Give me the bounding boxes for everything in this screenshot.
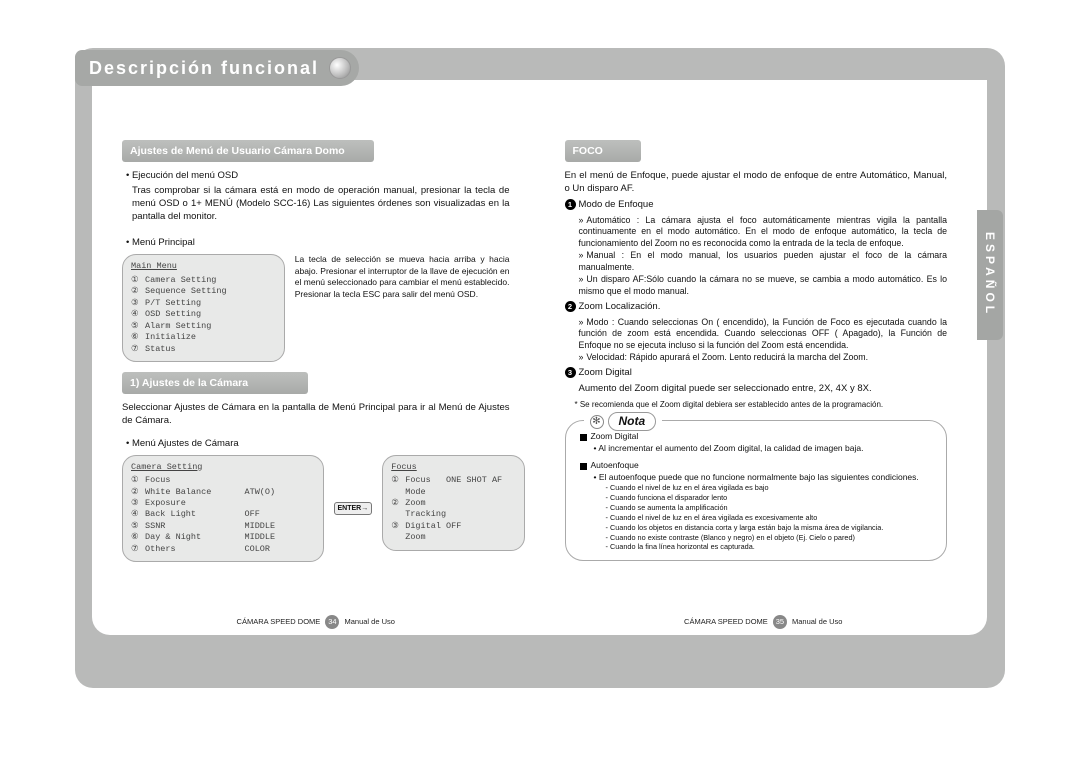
- osd-main-item: ④OSD Setting: [131, 309, 276, 320]
- p1-item: Manual : En el modo manual, los usuarios…: [579, 250, 948, 274]
- footer-page-number: 34: [325, 615, 339, 629]
- footer-page-number: 35: [773, 615, 787, 629]
- right-intro: En el menú de Enfoque, puede ajustar el …: [565, 170, 948, 196]
- osd-main-menu: Main Menu ①Camera Setting②Sequence Setti…: [122, 254, 285, 362]
- af-condition: Cuando el nivel de luz en el área vigila…: [606, 513, 933, 523]
- section-header-right: FOCO: [565, 140, 642, 162]
- osd-main-item: ③P/T Setting: [131, 298, 276, 309]
- note-zoom-body: Al incrementar el aumento del Zoom digit…: [594, 443, 933, 454]
- p3-title: 3Zoom Digital: [565, 367, 948, 380]
- af-condition: Cuando la fina línea horizontal es captu…: [606, 542, 933, 552]
- af-condition: Cuando se aumenta la amplificación: [606, 503, 933, 513]
- main-menu-heading: Menú Principal: [126, 237, 510, 250]
- asterisk-icon: ✻: [590, 415, 604, 429]
- chapter-circle-icon: [329, 57, 351, 79]
- exec-heading: Ejecución del menú OSD: [126, 170, 510, 183]
- language-tab: ESPAÑOL: [977, 210, 1003, 340]
- manual-spread: Descripción funcional Ajustes de Menú de…: [92, 80, 987, 635]
- af-condition: Cuando los objetos en distancia corta y …: [606, 523, 933, 533]
- section-header-left: Ajustes de Menú de Usuario Cámara Domo: [122, 140, 374, 162]
- footer-label: Manual de Uso: [345, 617, 395, 626]
- language-label: ESPAÑOL: [983, 232, 997, 317]
- p1-item: Automático : La cámara ajusta el foco au…: [579, 215, 948, 251]
- chapter-tab: Descripción funcional: [75, 48, 359, 88]
- af-condition: Cuando el nivel de luz en el área vigila…: [606, 483, 933, 493]
- osd-cam-item: ⑦OthersCOLOR: [131, 544, 315, 555]
- osd-cam-item: ⑤SSNRMIDDLE: [131, 521, 315, 532]
- osd-main-item: ②Sequence Setting: [131, 286, 276, 297]
- osd-main-title: Main Menu: [131, 261, 276, 272]
- p3-note: * Se recomienda que el Zoom digital debi…: [575, 400, 948, 411]
- page-right: FOCO En el menú de Enfoque, puede ajusta…: [540, 80, 988, 635]
- footer-label: Manual de Uso: [792, 617, 842, 626]
- sub-body: Seleccionar Ajustes de Cámara en la pant…: [122, 402, 510, 428]
- osd-focus-title: Focus: [391, 462, 516, 473]
- osd-focus-item: ②Zoom Tracking: [391, 498, 516, 521]
- footer-right-page: CÁMARA SPEED DOME 35 Manual de Uso: [540, 615, 988, 629]
- note-label: Nota: [608, 412, 657, 430]
- note-badge: ✻ Nota: [584, 412, 663, 430]
- p2-item: Velocidad: Rápido apurará el Zoom. Lento…: [579, 352, 948, 364]
- af-condition: Cuando funciona el disparador lento: [606, 493, 933, 503]
- osd-cam-item: ④Back LightOFF: [131, 509, 315, 520]
- main-menu-desc: La tecla de selección se mueva hacia arr…: [295, 254, 510, 300]
- af-condition: Cuando no existe contraste (Blanco y neg…: [606, 533, 933, 543]
- osd-main-item: ⑤Alarm Setting: [131, 321, 276, 332]
- enter-label: ENTER→: [334, 502, 373, 515]
- cam-menu-heading: Menú Ajustes de Cámara: [126, 438, 510, 451]
- osd-focus-menu: Focus ①Focus ModeONE SHOT AF②Zoom Tracki…: [382, 455, 525, 551]
- osd-cam-item: ⑥Day & NightMIDDLE: [131, 532, 315, 543]
- osd-focus-item: ①Focus ModeONE SHOT AF: [391, 475, 516, 498]
- chapter-title: Descripción funcional: [89, 58, 319, 78]
- note-af-body: El autoenfoque puede que no funcione nor…: [594, 472, 933, 483]
- page-left: Descripción funcional Ajustes de Menú de…: [92, 80, 540, 635]
- exec-body: Tras comprobar si la cámara está en modo…: [132, 185, 510, 223]
- footer-product: CÁMARA SPEED DOME: [684, 617, 768, 626]
- p2-title: 2Zoom Localización.: [565, 301, 948, 314]
- osd-cam-item: ①Focus: [131, 475, 315, 486]
- p2-item: Modo : Cuando seleccionas On ( encendido…: [579, 317, 948, 353]
- osd-camera-setting: Camera Setting ①Focus②White BalanceATW(O…: [122, 455, 324, 563]
- osd-main-item: ⑦Status: [131, 344, 276, 355]
- osd-main-item: ①Camera Setting: [131, 275, 276, 286]
- note-zoom: Zoom Digital: [580, 431, 933, 442]
- osd-cam-item: ③Exposure: [131, 498, 315, 509]
- osd-cam-title: Camera Setting: [131, 462, 315, 473]
- p1-title: 1Modo de Enfoque: [565, 199, 948, 212]
- sub-section-header: 1) Ajustes de la Cámara: [122, 372, 308, 394]
- p1-item: Un disparo AF:Sólo cuando la cámara no s…: [579, 274, 948, 298]
- footer-product: CÁMARA SPEED DOME: [237, 617, 321, 626]
- note-box: ✻ Nota Zoom Digital Al incrementar el au…: [565, 420, 948, 561]
- footer-left-page: CÁMARA SPEED DOME 34 Manual de Uso: [92, 615, 540, 629]
- osd-cam-item: ②White BalanceATW(O): [131, 487, 315, 498]
- osd-main-item: ⑥Initialize: [131, 332, 276, 343]
- note-af: Autoenfoque: [580, 460, 933, 471]
- p3-body: Aumento del Zoom digital puede ser selec…: [579, 383, 948, 396]
- osd-focus-item: ③Digital ZoomOFF: [391, 521, 516, 544]
